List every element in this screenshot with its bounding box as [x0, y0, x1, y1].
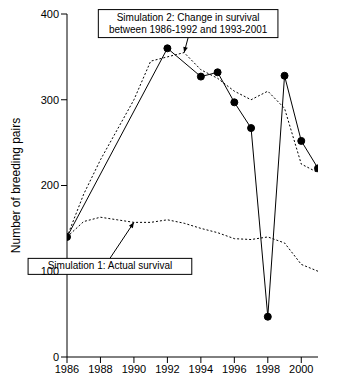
svg-text:Simulation 2: Change in surviv: Simulation 2: Change in survival — [117, 12, 260, 23]
svg-text:200: 200 — [41, 179, 59, 191]
svg-text:100: 100 — [41, 265, 59, 277]
svg-text:1986: 1986 — [55, 363, 79, 375]
svg-text:1990: 1990 — [122, 363, 146, 375]
svg-text:Simulation 1: Actual survival: Simulation 1: Actual survival — [48, 260, 173, 271]
svg-text:1994: 1994 — [189, 363, 213, 375]
svg-text:1996: 1996 — [222, 363, 246, 375]
svg-text:300: 300 — [41, 94, 59, 106]
svg-text:400: 400 — [41, 8, 59, 20]
svg-text:1988: 1988 — [88, 363, 112, 375]
svg-text:Number of breeding pairs: Number of breeding pairs — [9, 118, 23, 253]
svg-text:0: 0 — [53, 351, 59, 363]
svg-text:1992: 1992 — [155, 363, 179, 375]
svg-text:1998: 1998 — [256, 363, 280, 375]
svg-text:between 1986-1992 and 1993-200: between 1986-1992 and 1993-2001 — [109, 24, 268, 35]
svg-text:2000: 2000 — [289, 363, 313, 375]
